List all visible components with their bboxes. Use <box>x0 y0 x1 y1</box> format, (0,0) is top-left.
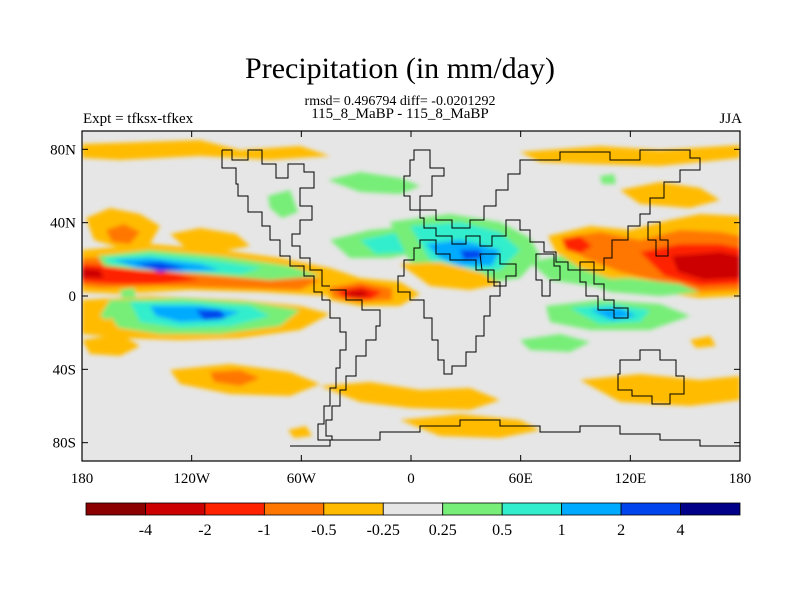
southern-ocean-dry <box>400 414 540 438</box>
colorbar-label: -4 <box>139 522 152 539</box>
speckle-wet-2 <box>120 288 136 298</box>
coastline-africa <box>397 239 501 375</box>
southern-dry-band-west <box>82 334 140 356</box>
speckle-dry-3 <box>690 336 716 348</box>
colorbar-label: 0.5 <box>492 522 512 539</box>
lon-tick-label: 120E <box>614 471 646 487</box>
colorbar-label: 4 <box>677 522 685 539</box>
coastline-arabia <box>479 253 517 287</box>
coastline-north-america-west <box>221 150 330 301</box>
gulf-guinea-dry <box>400 262 500 290</box>
coastline-india <box>535 253 561 297</box>
coastline-antarctica <box>290 419 740 447</box>
southern-dry-band-east <box>320 382 500 410</box>
warm-pool-wet <box>580 278 700 296</box>
colorbar-swatch <box>323 502 384 516</box>
stats-line: rmsd= 0.496794 diff= -0.0201292 <box>304 94 496 109</box>
plot-title: Precipitation (in mm/day) <box>245 52 555 85</box>
pacific-itcz-dry-deep <box>82 268 104 278</box>
colorbar-label: 2 <box>617 522 625 539</box>
colorbar-swatch <box>382 502 444 516</box>
colorbar-swatch <box>204 502 265 516</box>
atlantic-dry-cell-deep <box>346 290 370 298</box>
colorbar: -4 -2 -1 -0.5 -0.25 0.25 0.5 1 2 4 <box>85 502 741 539</box>
indian-ocean-wet-inner <box>590 308 636 320</box>
axis-ticks: 180 120W 60W 0 60E 120E 180 80N 40N 0 40S 80S <box>50 131 751 487</box>
maritime-wet <box>520 334 590 352</box>
north-atlantic-wet <box>328 172 420 194</box>
colorbar-label: -0.5 <box>311 522 336 539</box>
speckle-dry-2 <box>288 426 312 438</box>
colorbar-swatch <box>263 502 325 516</box>
coastline-japan <box>647 221 669 257</box>
lat-tick-label: 40N <box>50 216 76 232</box>
coastline-north-america <box>222 149 330 287</box>
southern-dry-band-core <box>210 370 260 386</box>
lon-tick-label: 60W <box>287 471 317 487</box>
colorbar-swatch <box>680 502 741 516</box>
lon-tick-label: 60E <box>509 471 533 487</box>
north-pacific-dry-2 <box>170 228 250 252</box>
north-pacific-dry-core <box>106 224 140 244</box>
colorbar-label: -1 <box>258 522 271 539</box>
experiment-label: Expt = tfksx-tfkex <box>83 111 194 127</box>
colorbar-swatch <box>561 502 622 516</box>
sahel-wet-band-core <box>460 250 482 260</box>
arctic-dry-band-far-east <box>620 182 720 208</box>
colorbar-label: -0.25 <box>367 522 400 539</box>
case-label: 115_8_MaBP - 115_8_MaBP <box>311 106 489 122</box>
lat-tick-label: 80S <box>53 436 76 452</box>
arctic-dry-band <box>82 140 330 160</box>
north-america-wet <box>268 190 298 218</box>
lat-tick-label: 80N <box>50 142 76 158</box>
pacific-wet-band-north-core <box>136 262 186 272</box>
lon-tick-label: 0 <box>407 471 415 487</box>
lon-tick-label: 120W <box>173 471 211 487</box>
lon-tick-label: 180 <box>71 471 94 487</box>
precipitation-difference-field <box>82 140 740 438</box>
speckle-dry-1 <box>96 318 118 330</box>
coastlines <box>221 149 740 447</box>
colorbar-swatch <box>501 502 563 516</box>
lon-tick-label: 180 <box>729 471 752 487</box>
lat-tick-label: 0 <box>69 289 77 305</box>
lat-tick-label: 40S <box>53 362 76 378</box>
colorbar-swatch <box>85 502 146 516</box>
south-china-dry <box>562 236 592 254</box>
colorbar-swatch <box>620 502 681 516</box>
coastline-southeast-asia <box>579 269 629 319</box>
coastline-europe-asia <box>419 149 701 271</box>
colorbar-label: 1 <box>558 522 566 539</box>
coastline-australia <box>617 349 685 405</box>
colorbar-label: -2 <box>198 522 211 539</box>
speckle-wet-1 <box>600 174 616 184</box>
season-label: JJA <box>719 111 742 127</box>
pacific-wet-band-south-core <box>196 310 226 320</box>
colorbar-swatch <box>145 502 206 516</box>
coastline-south-america <box>317 289 381 441</box>
colorbar-swatch <box>442 502 503 516</box>
southern-dry-band-far-east <box>580 374 740 406</box>
colorbar-label: 0.25 <box>429 522 457 539</box>
east-asia-dry-deep <box>672 252 740 280</box>
pacific-itcz-dry-core <box>82 264 200 284</box>
